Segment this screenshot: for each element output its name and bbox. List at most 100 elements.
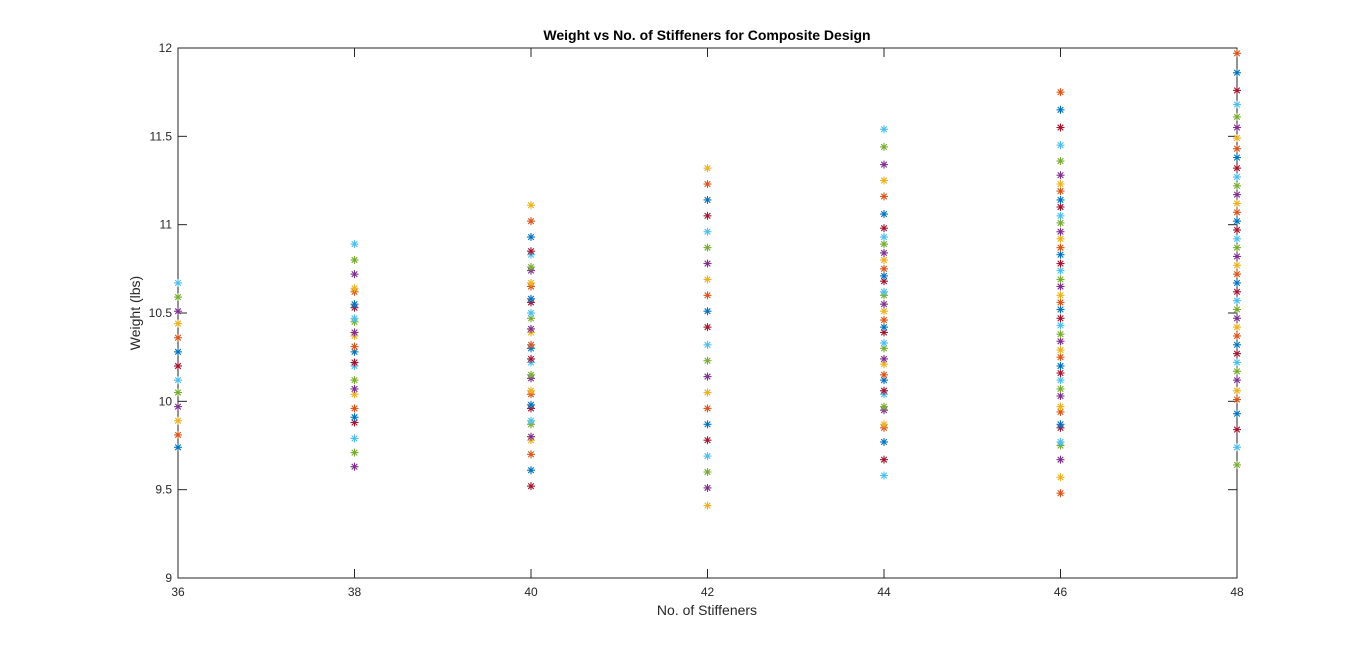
data-point [1056, 243, 1065, 252]
data-point [880, 256, 888, 264]
data-point [527, 370, 535, 379]
data-point [1056, 402, 1065, 411]
x-axis-label: No. of Stiffeners [657, 602, 757, 618]
y-axis: 9 9.5 10 10.5 11 11.5 12 [149, 41, 1237, 585]
data-point [527, 201, 535, 210]
data-point [1233, 270, 1241, 279]
data-point [880, 224, 888, 233]
data-point [1233, 217, 1241, 226]
data-point [174, 347, 182, 356]
data-point [527, 314, 535, 323]
data-point [1056, 282, 1065, 291]
x-tick-label: 46 [1054, 585, 1068, 599]
data-point [1233, 278, 1241, 287]
x-axis: 36 38 40 42 44 46 48 [171, 48, 1244, 599]
data-point [880, 248, 888, 257]
data-point [1056, 369, 1065, 378]
data-point [1056, 314, 1065, 323]
data-point [174, 443, 182, 452]
data-point [527, 400, 535, 409]
data-point [1233, 172, 1241, 181]
data-point [1056, 171, 1065, 180]
data-point [350, 314, 359, 323]
data-point [1056, 392, 1065, 401]
data-point [1056, 234, 1065, 243]
data-point [1056, 376, 1065, 385]
data-point [527, 340, 535, 349]
data-point [1233, 425, 1241, 434]
data-point [1056, 259, 1065, 268]
data-point [1056, 275, 1065, 284]
data-point [1056, 298, 1065, 307]
data-point [1056, 105, 1065, 114]
data-point [1233, 243, 1241, 252]
data-point [350, 347, 359, 356]
data-point [1056, 218, 1065, 227]
data-point [880, 370, 888, 379]
data-point [703, 436, 712, 445]
data-point [1056, 455, 1065, 464]
data-point [880, 300, 888, 309]
data-point [350, 384, 359, 393]
data-point [880, 142, 888, 151]
data-point [174, 307, 182, 316]
y-tick-label: 11 [160, 218, 173, 232]
data-point [350, 434, 359, 443]
data-point [350, 328, 359, 337]
data-point [350, 300, 359, 309]
data-point [703, 340, 712, 349]
data-point [1233, 252, 1241, 261]
data-point [703, 420, 712, 429]
data-point [1233, 123, 1241, 132]
data-point [880, 471, 888, 480]
data-point [1233, 395, 1241, 404]
data-point [1056, 88, 1065, 97]
data-point [174, 376, 182, 385]
data-point [1056, 337, 1065, 346]
data-point [1233, 181, 1241, 190]
data-point [880, 354, 888, 363]
data-point [1056, 473, 1065, 482]
data-point [1233, 153, 1241, 162]
data-point [527, 309, 535, 317]
data-point [527, 324, 535, 333]
data-point [880, 160, 888, 169]
y-tick-label: 11.5 [150, 129, 173, 143]
data-point [1056, 437, 1065, 446]
data-point [1233, 386, 1241, 395]
data-point [703, 275, 712, 284]
data-point [350, 358, 359, 367]
x-tick-label: 38 [348, 585, 362, 599]
data-point [350, 448, 359, 457]
data-point [527, 233, 535, 242]
data-point [527, 278, 535, 287]
data-point [1233, 225, 1241, 234]
data-point [1056, 384, 1065, 393]
data-point [1056, 353, 1065, 362]
data-point [703, 180, 712, 189]
data-point [1056, 291, 1065, 300]
data-point [880, 437, 888, 446]
data-point [880, 455, 888, 464]
data-point [1233, 287, 1241, 296]
data-point [880, 264, 888, 273]
data-point [703, 372, 712, 381]
data-point [1056, 203, 1065, 211]
data-point [350, 284, 359, 293]
data-point [703, 259, 712, 268]
data-point [527, 354, 535, 363]
data-point [880, 210, 888, 219]
data-point [1233, 331, 1241, 340]
data-point [1056, 211, 1065, 220]
x-tick-label: 40 [524, 585, 538, 599]
data-point [350, 256, 359, 264]
x-tick-label: 36 [171, 585, 185, 599]
y-tick-label: 9 [165, 571, 172, 585]
data-point [880, 323, 888, 332]
data-point [880, 271, 888, 280]
data-point [1056, 227, 1065, 236]
data-point [1233, 68, 1241, 77]
data-point [350, 270, 359, 279]
data-point [703, 291, 712, 300]
